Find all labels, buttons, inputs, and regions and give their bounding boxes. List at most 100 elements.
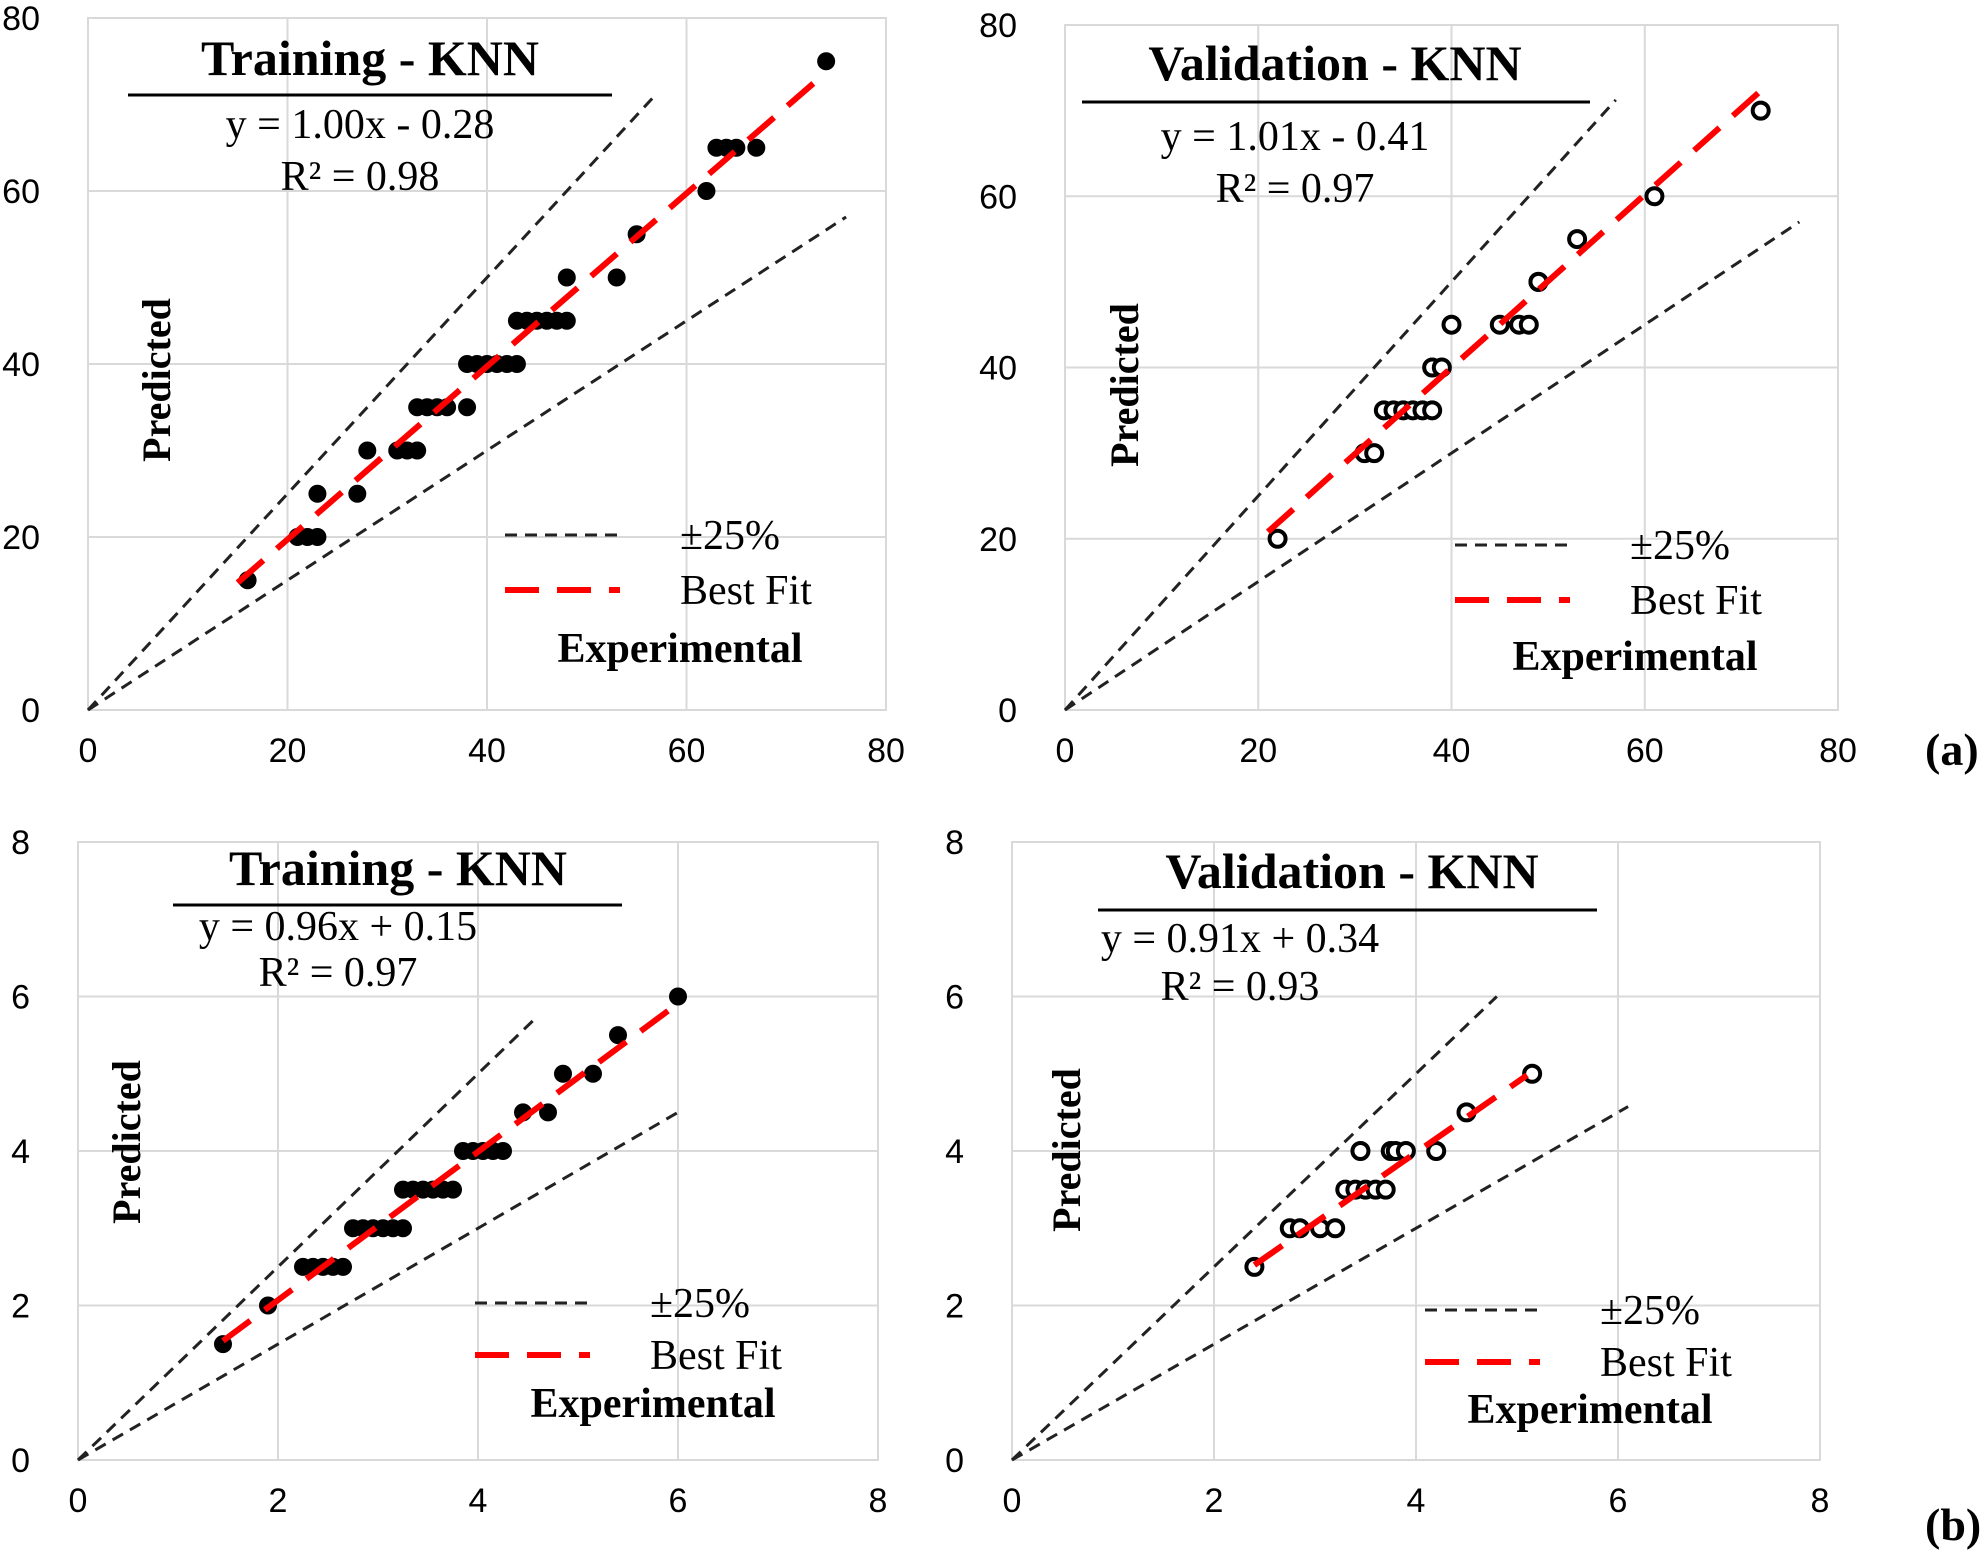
- x-tick-label: 4: [1407, 1482, 1426, 1520]
- y-tick-label: 20: [2, 519, 40, 557]
- x-tick-label: 6: [1609, 1482, 1628, 1520]
- legend-tolerance-label: ±25%: [1600, 1288, 1700, 1334]
- chart-title: Training - KNN: [229, 840, 567, 896]
- fit-equation: y = 0.96x + 0.15: [199, 904, 477, 950]
- data-point: [557, 311, 576, 330]
- x-tick-label: 20: [1239, 732, 1277, 770]
- chart-title: Training - KNN: [201, 30, 539, 86]
- x-tick-label: 8: [1811, 1482, 1830, 1520]
- plot-frame: [1064, 24, 1839, 711]
- best-fit-line: [1252, 1072, 1529, 1268]
- y-tick-label: 6: [945, 979, 964, 1017]
- chart-title: Validation - KNN: [1165, 843, 1538, 899]
- y-axis-label: Predicted: [104, 1060, 149, 1224]
- plot-frame: [77, 841, 879, 1461]
- tolerance-line-lower: [77, 1111, 679, 1462]
- data-point: [408, 441, 427, 460]
- tolerance-line-lower: [1064, 220, 1801, 712]
- data-point: [1522, 1063, 1543, 1084]
- data-point: [494, 1142, 512, 1160]
- data-point: [1567, 229, 1588, 250]
- data-point: [1426, 1141, 1447, 1161]
- y-tick-label: 40: [2, 346, 40, 384]
- tolerance-line-upper: [1063, 98, 1617, 712]
- legend-fit-label: Best Fit: [680, 568, 812, 614]
- y-tick-label: 80: [979, 7, 1017, 45]
- x-tick-label: 4: [469, 1482, 488, 1520]
- data-point: [1750, 100, 1771, 121]
- chart-panel-4: 0 2 4 6 8 0 2 4 6 8 Validation - KNN y = 0.91x + 0.…: [945, 824, 1829, 1520]
- legend-fit-label: Best Fit: [1630, 578, 1762, 624]
- x-tick-label: 8: [869, 1482, 888, 1520]
- data-point: [557, 268, 576, 287]
- legend-fit-label: Best Fit: [1600, 1340, 1732, 1386]
- y-tick-label: 20: [979, 521, 1017, 559]
- data-point: [1364, 443, 1385, 464]
- y-tick-label: 4: [945, 1133, 964, 1171]
- y-axis-label: Predicted: [1102, 303, 1147, 467]
- data-point: [507, 355, 526, 373]
- y-tick-label: 2: [11, 1288, 30, 1326]
- x-tick-label: 6: [669, 1482, 688, 1520]
- x-tick-label: 2: [1205, 1482, 1224, 1520]
- y-tick-label: 40: [979, 350, 1017, 388]
- y-tick-label: 80: [2, 0, 40, 38]
- y-tick-label: 8: [11, 824, 30, 862]
- x-axis-label: Experimental: [1468, 1387, 1713, 1433]
- r-squared: R² = 0.97: [1216, 166, 1375, 212]
- data-point: [554, 1064, 572, 1083]
- fit-equation: y = 1.00x - 0.28: [226, 102, 495, 148]
- y-tick-label: 8: [945, 824, 964, 862]
- plot-frame: [87, 17, 887, 711]
- x-tick-label: 20: [269, 732, 307, 770]
- r-squared: R² = 0.98: [281, 154, 440, 200]
- chart-panel-1: 0 20 40 60 80 0 20 40 60 80 Training - KNN y = 1.00…: [2, 0, 905, 770]
- x-tick-label: 2: [269, 1482, 288, 1520]
- data-point: [697, 182, 716, 200]
- data-point: [1518, 314, 1539, 335]
- x-axis-label: Experimental: [558, 626, 803, 672]
- tolerance-line-upper: [1010, 995, 1498, 1462]
- legend-fit-label: Best Fit: [650, 1333, 782, 1379]
- x-tick-label: 80: [1819, 732, 1857, 770]
- legend: ±25% Best Fit: [505, 513, 812, 614]
- data-point: [817, 52, 836, 71]
- data-point: [444, 1180, 462, 1199]
- data-point: [609, 1026, 627, 1045]
- x-tick-label: 40: [1433, 732, 1471, 770]
- data-point: [1422, 400, 1443, 421]
- data-point: [584, 1064, 602, 1083]
- legend-tolerance-label: ±25%: [650, 1281, 750, 1327]
- x-tick-label: 0: [1056, 732, 1075, 770]
- x-axis-label: Experimental: [531, 1381, 776, 1427]
- data-point: [308, 484, 327, 503]
- legend-tolerance-label: ±25%: [680, 513, 780, 559]
- y-axis-label: Predicted: [134, 298, 179, 462]
- y-tick-label: 60: [979, 178, 1017, 216]
- data-point: [1644, 186, 1665, 207]
- x-tick-label: 0: [69, 1482, 88, 1520]
- data-point: [1441, 314, 1462, 335]
- y-tick-label: 0: [945, 1442, 964, 1480]
- best-fit-line: [1265, 88, 1763, 535]
- plot-frame: [1011, 841, 1821, 1461]
- legend: ±25% Best Fit: [475, 1281, 782, 1379]
- data-point: [334, 1257, 352, 1276]
- y-tick-label: 0: [11, 1442, 30, 1480]
- fit-equation: y = 0.91x + 0.34: [1101, 916, 1379, 962]
- legend: ±25% Best Fit: [1425, 1288, 1732, 1386]
- panel-label-b: (b): [1925, 1499, 1981, 1550]
- x-tick-label: 40: [468, 732, 506, 770]
- data-point: [1267, 528, 1288, 549]
- x-axis-label: Experimental: [1513, 634, 1758, 680]
- data-point: [1350, 1141, 1371, 1161]
- best-fit-line: [235, 70, 829, 585]
- y-tick-label: 60: [2, 173, 40, 211]
- y-axis-label: Predicted: [1044, 1068, 1089, 1232]
- data-point: [1375, 1179, 1396, 1200]
- panel-label-a: (a): [1925, 724, 1979, 775]
- x-tick-label: 0: [1003, 1482, 1022, 1520]
- tolerance-line-upper: [76, 1014, 540, 1462]
- fit-equation: y = 1.01x - 0.41: [1161, 114, 1430, 160]
